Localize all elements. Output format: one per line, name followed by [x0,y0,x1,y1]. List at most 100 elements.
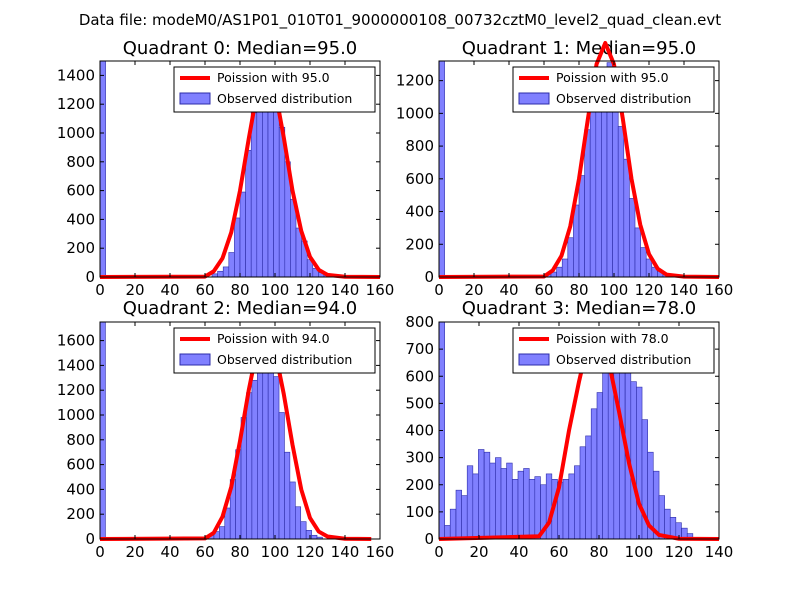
y-tick-label: 700 [405,340,434,358]
observed-bar [305,530,312,540]
y-tick-label: 400 [405,203,434,221]
observed-bar [629,198,636,278]
x-tick-label: 140 [705,543,734,561]
observed-bar [472,473,479,540]
observed-bar [257,362,264,540]
observed-bar [234,217,241,278]
observed-bar [284,451,291,540]
observed-bar [256,98,263,278]
observed-bar [634,227,641,278]
y-tick-label: 1200 [57,95,95,113]
legend-hist-label: Observed distribution [217,91,352,106]
x-tick-label: 20 [469,543,488,561]
panel-quadrant-2: Quadrant 2: Median=94.0 0 20 40 60 80 100 120 1… [57,298,395,561]
legend-patch-swatch [518,92,550,105]
observed-bar [523,468,530,540]
y-tick-label: 200 [66,505,95,523]
observed-bar [640,247,647,278]
observed-bar [506,462,513,540]
observed-bar [245,149,252,278]
observed-bar [612,88,619,278]
x-tick-label: 100 [261,543,290,561]
observed-bar [534,476,541,540]
y-tick-label: 1200 [57,381,95,399]
panel-quadrant-1: Quadrant 1: Median=95.0 0 20 40 60 80 100 120 1… [396,38,734,299]
y-tick-label: 1400 [57,356,95,374]
observed-bar [500,468,507,540]
y-tick-label: 400 [66,480,95,498]
observed-bar [630,381,637,540]
observed-bar [573,204,580,278]
y-tick-label: 600 [405,367,434,385]
legend-hist-label: Observed distribution [556,352,691,367]
observed-bar [567,237,574,278]
observed-bar [478,449,485,540]
x-tick-label: 40 [160,281,179,299]
x-tick-label: 120 [635,281,664,299]
legend-line-label: Poission with 78.0 [556,331,669,346]
observed-bar [217,270,224,278]
axis-ticks: 0 20 40 60 80 100 120 140 0 100 200 300 400 500 600 700… [405,313,733,561]
observed-bar [294,506,302,540]
observed-bar [584,129,591,278]
x-tick-label: 100 [600,281,629,299]
legend-patch-swatch [179,92,211,105]
x-tick-label: 120 [296,543,325,561]
axis-ticks: 0 20 40 60 80 100 120 140 160 0 200 400 600 800 1000 12… [57,61,394,299]
legend-hist-label: Observed distribution [217,352,352,367]
x-tick-label: 0 [434,543,444,561]
x-tick-label: 0 [95,281,105,299]
x-tick-label: 80 [230,281,249,299]
x-tick-label: 20 [464,281,483,299]
observed-bar [602,362,609,540]
observed-bar [623,158,630,278]
legend-hist-label: Observed distribution [556,91,691,106]
y-tick-label: 100 [405,503,434,521]
y-tick-label: 600 [66,456,95,474]
legend: Poission with 95.0 Observed distribution [512,66,715,113]
x-tick-label: 140 [331,543,360,561]
observed-bar [585,435,592,540]
observed-bar [489,462,496,540]
x-tick-label: 40 [509,543,528,561]
observed-bar [658,495,665,540]
observed-bar [556,266,563,278]
observed-bar [251,379,258,540]
observed-bar [449,508,457,540]
y-tick-label: 500 [405,394,434,412]
y-tick-label: 0 [424,268,434,286]
observed-bar [512,479,519,540]
observed-bar [466,465,474,540]
y-tick-label: 1400 [57,66,95,84]
y-tick-label: 800 [66,153,95,171]
y-tick-label: 200 [66,239,95,257]
observed-bar [562,479,569,540]
legend-line-label: Poission with 95.0 [217,70,330,85]
x-tick-label: 0 [95,543,105,561]
panel-title: Quadrant 2: Median=94.0 [123,298,358,319]
panel-quadrant-0: Quadrant 0: Median=95.0 0 20 40 60 80 100 120 1… [57,38,395,299]
y-tick-label: 1000 [57,124,95,142]
x-tick-label: 160 [366,543,395,561]
observed-bar [300,521,307,540]
y-tick-label: 0 [424,530,434,548]
observed-bar [528,479,536,540]
legend: Poission with 94.0 Observed distribution [173,327,376,374]
x-tick-label: 80 [569,281,588,299]
x-tick-label: 100 [625,543,654,561]
figure-suptitle: Data file: modeM0/AS1P01_010T01_90000001… [79,11,721,30]
legend-patch-swatch [518,353,550,366]
x-tick-label: 60 [549,543,568,561]
observed-bar [595,85,602,278]
legend: Poission with 95.0 Observed distribution [173,66,376,113]
axis-ticks: 0 20 40 60 80 100 120 140 160 0 200 400 600 800 1000 12… [396,61,733,299]
panel-title: Quadrant 1: Median=95.0 [462,38,697,59]
observed-bar [545,473,553,540]
observed-bar [250,112,258,278]
observed-bar [461,495,468,540]
observed-bar [589,101,597,278]
observed-bar [574,465,581,540]
x-tick-label: 120 [665,543,694,561]
observed-bars [438,60,681,278]
